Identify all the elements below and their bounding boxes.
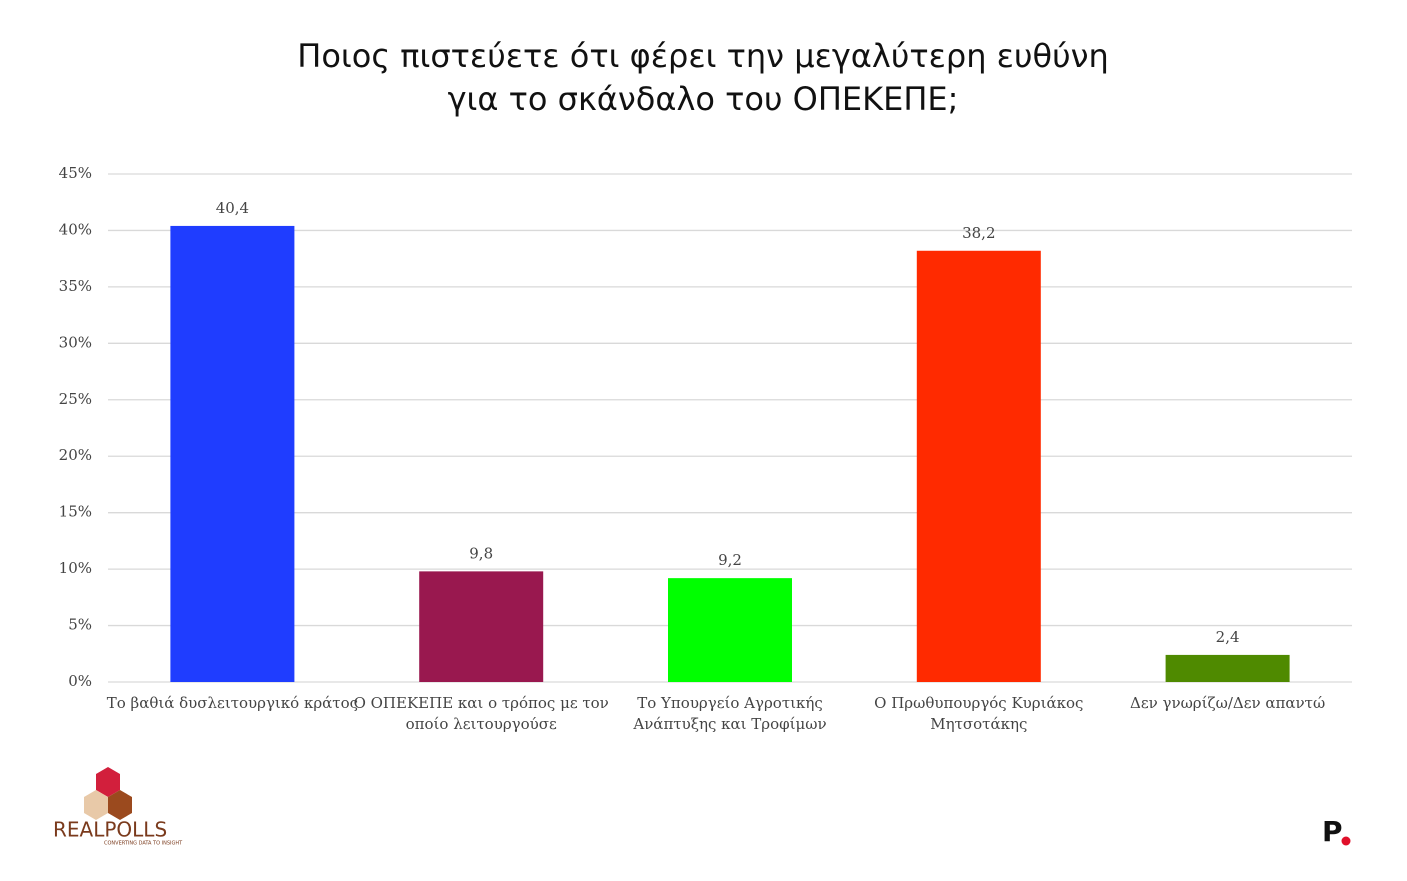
y-tick-label: 45% xyxy=(59,164,92,182)
value-label: 38,2 xyxy=(962,224,995,242)
value-label: 9,2 xyxy=(718,551,742,569)
value-label: 9,8 xyxy=(469,544,493,562)
y-tick-label: 15% xyxy=(59,503,92,521)
y-tick-label: 20% xyxy=(59,446,92,464)
y-tick-label: 0% xyxy=(68,672,92,690)
bar xyxy=(170,225,295,682)
bar xyxy=(916,250,1041,682)
logo-text: REALPOLLS xyxy=(53,818,167,842)
x-tick-label: Ο Πρωθυπουργός Κυριάκος Μητσοτάκης xyxy=(874,694,1083,733)
y-tick-label: 35% xyxy=(59,277,92,295)
chart-title: Ποιος πιστεύετε ότι φέρει την μεγαλύτερη… xyxy=(297,37,1108,118)
x-tick-label: Το Υπουργείο Αγροτικής Ανάπτυξης και Τροφ… xyxy=(632,694,826,733)
y-tick-label: 25% xyxy=(59,390,92,408)
x-tick-label: Δεν γνωρίζω/Δεν απαντώ xyxy=(1130,694,1325,712)
y-tick-label: 30% xyxy=(59,333,92,351)
x-tick-label: Το βαθιά δυσλειτουργικό κράτος xyxy=(107,694,358,712)
bar xyxy=(668,578,792,682)
y-tick-label: 10% xyxy=(59,559,92,577)
logo-dot xyxy=(1341,836,1351,846)
logo-p: P xyxy=(1322,815,1343,848)
bar xyxy=(419,571,544,682)
value-label: 2,4 xyxy=(1216,628,1240,646)
x-tick-label: Ο ΟΠΕΚΕΠΕ και ο τρόπος με τον οποίο λειτο… xyxy=(354,694,609,733)
y-tick-label: 5% xyxy=(68,616,92,634)
y-tick-label: 40% xyxy=(59,220,92,238)
value-label: 40,4 xyxy=(216,199,249,217)
logo-right: P xyxy=(1322,815,1351,848)
logo-left: REALPOLLS CONVERTING DATA TO INSIGHT xyxy=(53,767,183,847)
bar xyxy=(1165,654,1290,682)
logo-tagline: CONVERTING DATA TO INSIGHT xyxy=(104,841,183,847)
